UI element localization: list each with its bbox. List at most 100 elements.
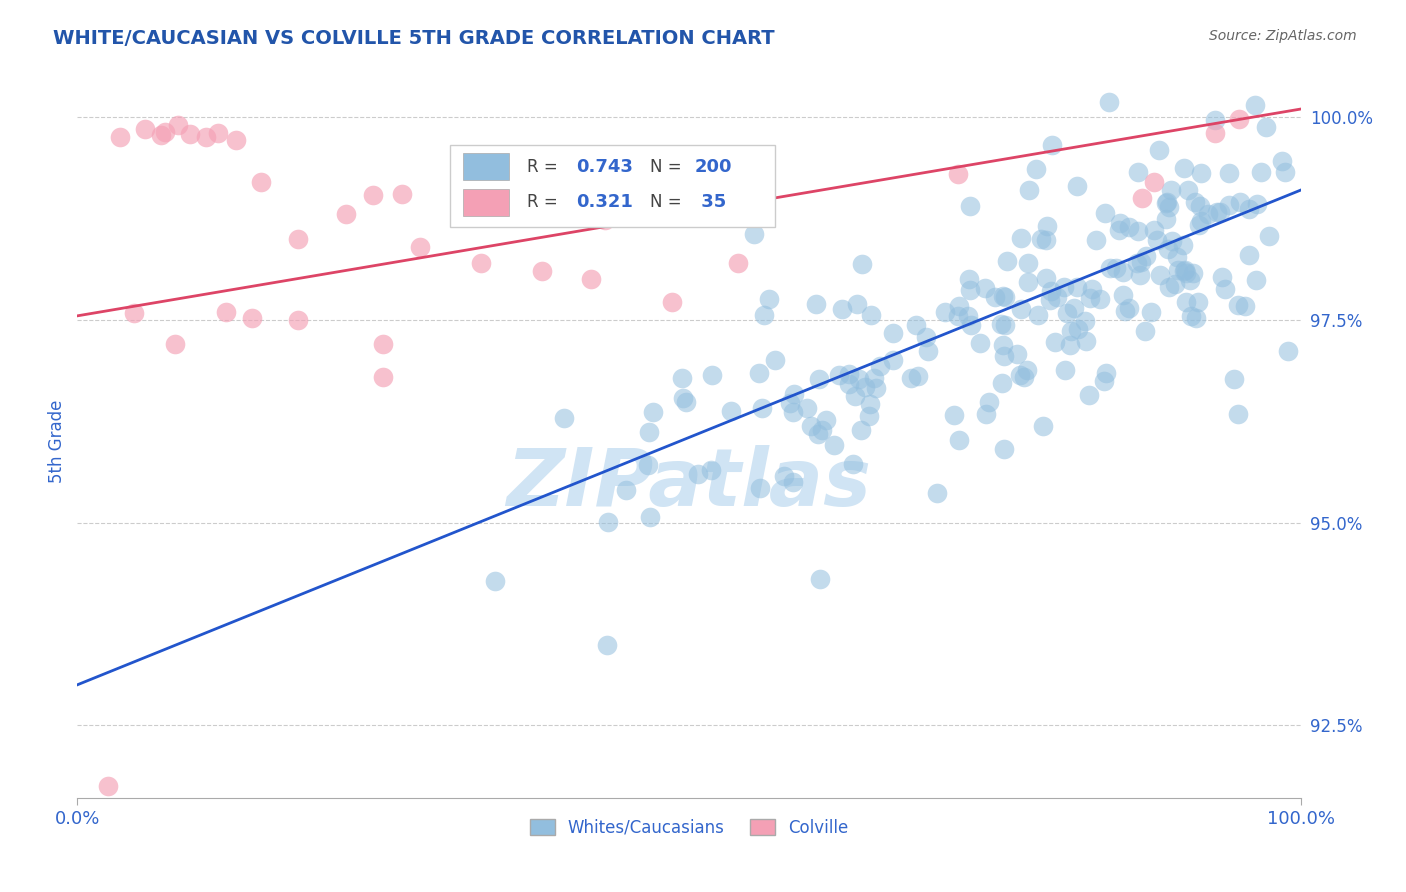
Point — [858, 409, 880, 423]
Point — [1175, 295, 1198, 310]
Point — [808, 572, 831, 586]
Point — [531, 264, 554, 278]
Point — [993, 442, 1015, 456]
Point — [1187, 295, 1209, 310]
Point — [1156, 194, 1178, 209]
FancyBboxPatch shape — [450, 145, 775, 227]
Point — [1108, 223, 1130, 237]
Point — [990, 317, 1012, 331]
Point — [1146, 233, 1168, 247]
Point — [751, 401, 773, 416]
Point — [742, 227, 765, 242]
Point — [1005, 347, 1028, 361]
Point — [671, 371, 693, 385]
Point — [1084, 233, 1107, 247]
Point — [995, 254, 1018, 268]
Point — [1017, 256, 1039, 270]
Point — [1277, 344, 1299, 359]
Point — [846, 296, 869, 310]
Point — [1142, 223, 1164, 237]
Point — [1147, 143, 1170, 157]
Point — [865, 381, 887, 395]
Point — [1164, 277, 1187, 292]
Point — [391, 187, 413, 202]
Point — [470, 256, 492, 270]
Point — [1223, 372, 1246, 386]
Point — [1184, 194, 1206, 209]
Point — [250, 175, 273, 189]
Point — [225, 133, 247, 147]
Point — [905, 318, 928, 333]
Point — [1010, 368, 1032, 382]
Point — [838, 367, 860, 381]
Point — [1237, 248, 1260, 262]
Text: 200: 200 — [695, 158, 733, 176]
Point — [956, 310, 979, 324]
Point — [1180, 273, 1202, 287]
Point — [1025, 161, 1047, 176]
Text: N =: N = — [650, 158, 686, 176]
Point — [1128, 268, 1150, 283]
Point — [782, 405, 804, 419]
Point — [1012, 370, 1035, 384]
Point — [942, 409, 965, 423]
Point — [1209, 204, 1232, 219]
Point — [1130, 255, 1153, 269]
Point — [1175, 266, 1198, 280]
Point — [287, 313, 309, 327]
Point — [1081, 282, 1104, 296]
Point — [1205, 205, 1227, 219]
FancyBboxPatch shape — [463, 153, 509, 180]
Point — [749, 481, 772, 495]
Point — [859, 308, 882, 322]
Point — [1159, 279, 1181, 293]
Point — [409, 240, 432, 254]
Point — [1173, 238, 1195, 252]
Point — [596, 515, 619, 529]
Point — [1227, 407, 1250, 421]
Y-axis label: 5th Grade: 5th Grade — [48, 400, 66, 483]
Point — [1095, 366, 1118, 380]
Point — [1154, 212, 1177, 227]
Point — [1056, 306, 1078, 320]
Point — [917, 343, 939, 358]
Text: 0.743: 0.743 — [576, 158, 633, 176]
Point — [1078, 388, 1101, 402]
Point — [1066, 179, 1088, 194]
Point — [869, 359, 891, 373]
Point — [748, 366, 770, 380]
Point — [1274, 165, 1296, 179]
Point — [702, 368, 724, 382]
Point — [1218, 198, 1240, 212]
Point — [1204, 113, 1226, 128]
Point — [991, 337, 1014, 351]
Point — [900, 371, 922, 385]
Point — [848, 372, 870, 386]
Text: 0.321: 0.321 — [576, 194, 633, 211]
Point — [844, 389, 866, 403]
Point — [579, 272, 602, 286]
Point — [957, 272, 980, 286]
Point — [1128, 165, 1150, 179]
Point — [969, 336, 991, 351]
Point — [1088, 292, 1111, 306]
Point — [882, 353, 904, 368]
Text: Source: ZipAtlas.com: Source: ZipAtlas.com — [1209, 29, 1357, 43]
Point — [1211, 270, 1233, 285]
Point — [977, 394, 1000, 409]
Point — [914, 330, 936, 344]
Point — [108, 130, 131, 145]
Point — [1067, 322, 1090, 336]
Point — [155, 125, 177, 139]
Point — [772, 468, 794, 483]
Point — [948, 299, 970, 313]
Point — [484, 574, 506, 589]
Text: ZIPatlas: ZIPatlas — [506, 445, 872, 524]
Point — [783, 387, 806, 401]
Point — [638, 509, 661, 524]
Point — [752, 308, 775, 322]
Point — [994, 318, 1017, 332]
Point — [1074, 334, 1097, 348]
Point — [1066, 280, 1088, 294]
Point — [1188, 218, 1211, 232]
